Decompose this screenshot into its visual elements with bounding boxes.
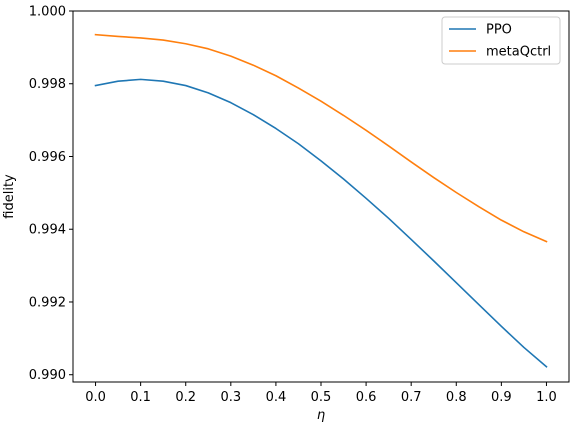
legend-label-ppo: PPO	[486, 23, 512, 38]
y-tick-label: 0.990	[29, 368, 66, 383]
ticks-layer: 0.0 0.1 0.2 0.3 0.4 0.5 0.6 0.7 0.8 0.9 1.0 0.990 0.…	[29, 5, 557, 406]
y-tick-label: 0.996	[29, 150, 66, 165]
y-tick-label: 0.992	[29, 295, 66, 310]
x-tick-label: 0.3	[220, 390, 241, 405]
series-line-ppo	[94, 78, 548, 368]
axes-frame	[72, 10, 570, 383]
y-tick-label: 0.998	[29, 77, 66, 92]
y-axis-label: fidelity	[2, 174, 17, 219]
x-tick-label: 0.5	[311, 390, 332, 405]
x-tick-label: 0.1	[130, 390, 151, 405]
x-tick-label: 0.2	[175, 390, 196, 405]
series-layer	[94, 33, 548, 368]
axes-layer	[72, 10, 570, 383]
x-tick-label: 1.0	[536, 390, 557, 405]
y-tick-label: 0.994	[29, 223, 66, 238]
legend: PPO metaQctrl	[441, 16, 561, 65]
x-tick-label: 0.8	[446, 390, 467, 405]
y-tick-label: 1.000	[29, 5, 66, 20]
series-line-metaqctrl	[94, 33, 548, 243]
x-tick-label: 0.7	[401, 390, 422, 405]
x-tick-label: 0.0	[85, 390, 106, 405]
x-tick-label: 0.9	[491, 390, 512, 405]
legend-label-metaqctrl: metaQctrl	[486, 45, 551, 60]
x-tick-label: 0.4	[266, 390, 287, 405]
x-axis-label: η	[317, 408, 325, 423]
x-tick-label: 0.6	[356, 390, 377, 405]
